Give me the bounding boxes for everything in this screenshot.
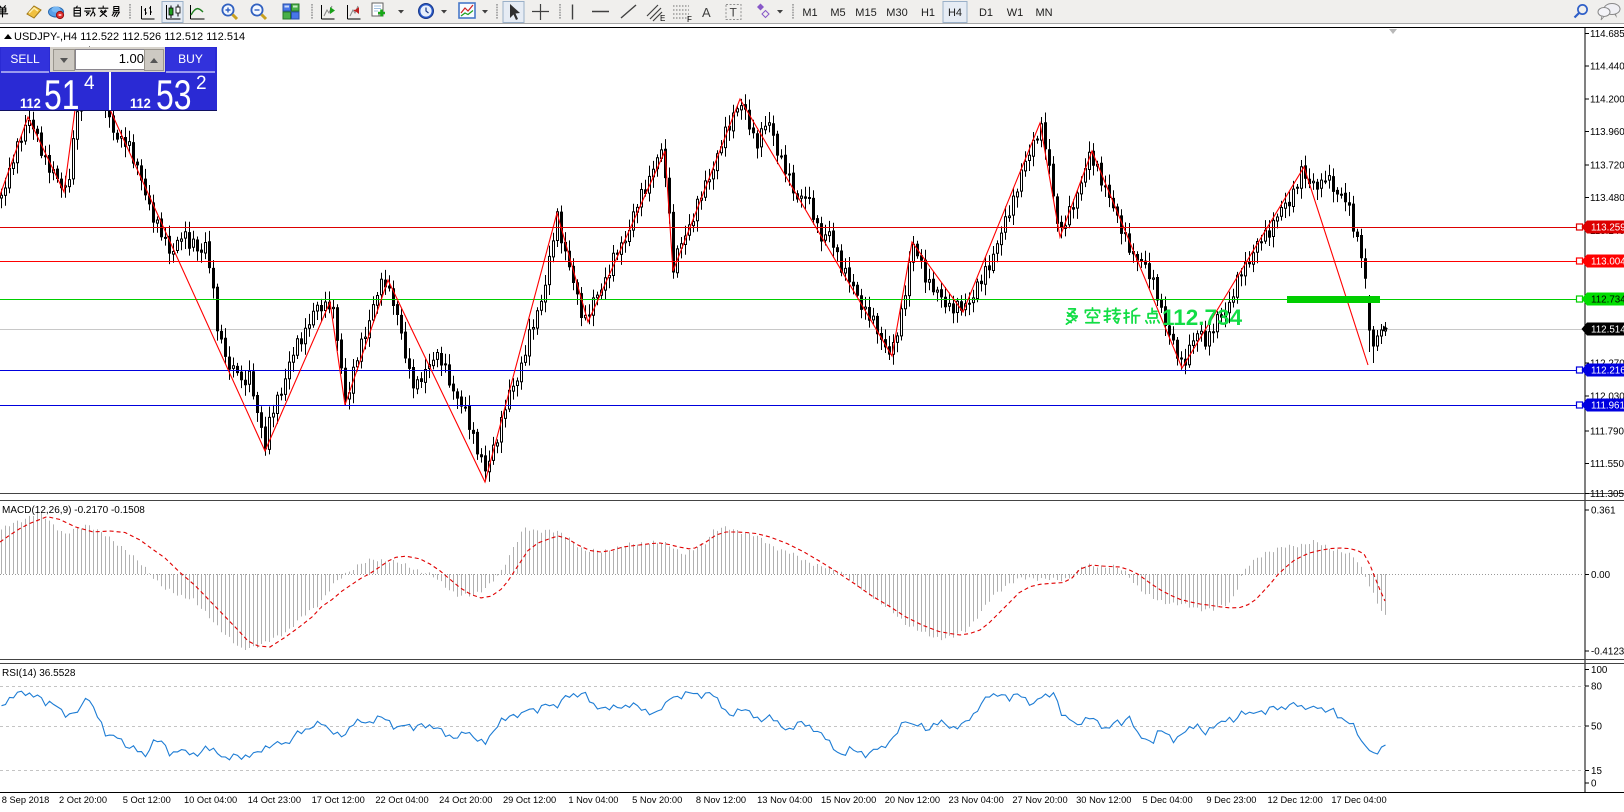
svg-text:H1: H1	[921, 7, 935, 19]
svg-text:112.514: 112.514	[1591, 325, 1624, 336]
svg-text:113.480: 113.480	[1590, 193, 1624, 204]
svg-text:112.734: 112.734	[1591, 295, 1624, 306]
svg-text:9 Dec 23:00: 9 Dec 23:00	[1206, 795, 1256, 805]
svg-text:T: T	[730, 6, 738, 20]
svg-text:14 Oct 23:00: 14 Oct 23:00	[248, 795, 301, 805]
svg-text:RSI(14) 36.5528: RSI(14) 36.5528	[2, 668, 76, 679]
svg-text:8 Nov 12:00: 8 Nov 12:00	[696, 795, 746, 805]
svg-text:M1: M1	[802, 7, 817, 19]
svg-text:23 Nov 04:00: 23 Nov 04:00	[949, 795, 1004, 805]
svg-text:D1: D1	[979, 7, 993, 19]
svg-text:24 Oct 20:00: 24 Oct 20:00	[439, 795, 492, 805]
svg-text:W1: W1	[1007, 7, 1024, 19]
svg-text:8 Sep 2018: 8 Sep 2018	[2, 795, 50, 805]
svg-text:29 Oct 12:00: 29 Oct 12:00	[503, 795, 556, 805]
svg-text:M15: M15	[855, 7, 876, 19]
svg-text:80: 80	[1591, 682, 1602, 693]
svg-text:M30: M30	[886, 7, 907, 19]
svg-text:MACD(12,26,9) -0.2170 -0.1508: MACD(12,26,9) -0.2170 -0.1508	[2, 505, 145, 516]
svg-text:111.961: 111.961	[1591, 401, 1624, 412]
svg-text:112.030: 112.030	[1590, 392, 1624, 403]
svg-text:112.216: 112.216	[1591, 366, 1624, 377]
svg-text:USDJPY-,H4 112.522 112.526 11: USDJPY-,H4 112.522 112.526 112.512 112.5…	[14, 31, 245, 43]
svg-text:112.734: 112.734	[1162, 305, 1243, 330]
svg-text:15: 15	[1591, 766, 1602, 777]
svg-text:20 Nov 12:00: 20 Nov 12:00	[885, 795, 940, 805]
svg-text:22 Oct 04:00: 22 Oct 04:00	[375, 795, 428, 805]
svg-text:0.361: 0.361	[1591, 506, 1616, 517]
svg-text:0.00: 0.00	[1591, 570, 1611, 581]
svg-text:100: 100	[1591, 665, 1608, 676]
svg-text:0: 0	[1591, 779, 1597, 790]
svg-text:15 Nov 20:00: 15 Nov 20:00	[821, 795, 876, 805]
svg-text:113.960: 113.960	[1590, 127, 1624, 138]
svg-text:A: A	[702, 5, 711, 20]
svg-text:F: F	[687, 15, 692, 24]
svg-text:111.550: 111.550	[1590, 459, 1624, 470]
svg-text:10 Oct 04:00: 10 Oct 04:00	[184, 795, 237, 805]
svg-text:5 Nov 20:00: 5 Nov 20:00	[632, 795, 682, 805]
svg-text:27 Nov 20:00: 27 Nov 20:00	[1012, 795, 1067, 805]
svg-text:-0.4123: -0.4123	[1591, 647, 1624, 658]
svg-text:5 Oct 12:00: 5 Oct 12:00	[123, 795, 171, 805]
svg-text:111.790: 111.790	[1590, 427, 1624, 438]
svg-text:E: E	[660, 14, 665, 23]
svg-text:50: 50	[1591, 722, 1602, 733]
svg-text:114.200: 114.200	[1590, 95, 1624, 106]
svg-text:17 Dec 04:00: 17 Dec 04:00	[1331, 795, 1386, 805]
svg-text:1 Nov 04:00: 1 Nov 04:00	[568, 795, 618, 805]
svg-text:MN: MN	[1035, 7, 1052, 19]
svg-text:H4: H4	[948, 7, 962, 19]
svg-text:113.004: 113.004	[1591, 257, 1624, 268]
svg-text:114.440: 114.440	[1590, 62, 1624, 73]
svg-text:2 Oct 20:00: 2 Oct 20:00	[59, 795, 107, 805]
svg-text:17 Oct 12:00: 17 Oct 12:00	[312, 795, 365, 805]
svg-text:113.720: 113.720	[1590, 161, 1624, 172]
svg-text:30 Nov 12:00: 30 Nov 12:00	[1076, 795, 1131, 805]
svg-text:113.259: 113.259	[1591, 223, 1624, 234]
svg-text:111.305: 111.305	[1590, 489, 1624, 500]
svg-text:M5: M5	[830, 7, 845, 19]
svg-text:12 Dec 12:00: 12 Dec 12:00	[1268, 795, 1323, 805]
svg-text:114.685: 114.685	[1590, 29, 1624, 40]
svg-text:13 Nov 04:00: 13 Nov 04:00	[757, 795, 812, 805]
svg-text:5 Dec 04:00: 5 Dec 04:00	[1143, 795, 1193, 805]
